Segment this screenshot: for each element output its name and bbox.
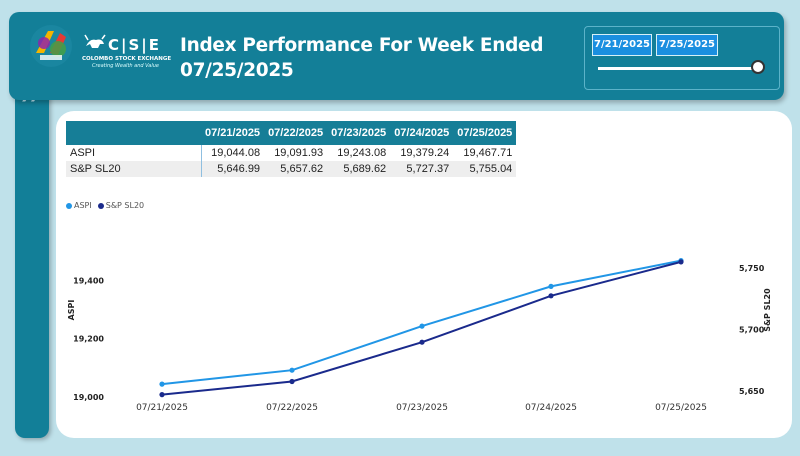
x-tick-label: 07/23/2025 [396,403,448,413]
data-point [159,381,165,387]
cse-letters: C|S|E [108,36,162,54]
data-point [419,339,425,345]
end-date-input[interactable]: 7/25/2025 [656,34,718,56]
data-point [548,283,554,289]
page-title: Index Performance For Week Ended 07/25/2… [180,33,544,83]
table-cell: 19,467.71 [463,147,513,159]
legend-dot-icon [97,202,104,209]
row-name: ASPI [66,145,202,161]
table-cell: 5,727.37 [390,161,454,177]
start-date-input[interactable]: 7/21/2025 [592,34,652,56]
table-row: ASPI 19,044.08 19,091.93 19,243.08 19,37… [66,145,516,161]
data-point [678,259,684,265]
line-chart: 19,000 19,200 19,400 5,650 5,700 5,750 ASPI S&P… [67,258,772,413]
table-cell: 19,379.24 [400,147,450,159]
data-point [159,392,165,398]
x-tick-label: 07/25/2025 [655,403,707,413]
side-panel [15,82,49,438]
y-tick-label: 19,400 [73,276,104,285]
cse-name: COLOMBO STOCK EXCHANGE [82,56,172,62]
y2-axis-title: S&P SL20 [763,288,772,332]
chart-legend: ASPI S&P SL20 [66,201,144,210]
legend-dot-icon [66,202,72,209]
x-tick-label: 07/22/2025 [266,403,318,413]
table-cell: 5,646.99 [201,161,265,177]
table-cell: 19,091.93 [274,147,324,159]
y2-tick-label: 5,650 [739,387,765,396]
row-name: S&P SL20 [66,161,202,177]
table-cell: 5,755.04 [453,161,517,177]
column-header: 07/21/2025 [201,121,265,145]
table-cell: 5,657.62 [264,161,328,177]
table-cell: 5,689.62 [327,161,391,177]
table-row: S&P SL20 5,646.99 5,657.62 5,689.62 5,72… [66,161,517,177]
anniversary-logo [30,25,72,67]
column-header [66,121,201,145]
table-cell: 19,243.08 [337,147,387,159]
y-axis-title: ASPI [67,300,76,321]
date-slider-track[interactable] [598,67,758,70]
y2-tick-label: 5,700 [739,325,765,334]
legend-item-aspi[interactable]: ASPI [66,201,92,210]
column-header: 07/22/2025 [264,121,328,145]
bull-icon [84,34,106,48]
data-point [548,293,554,299]
y-tick-label: 19,000 [73,393,104,402]
column-header: 07/25/2025 [453,121,517,145]
x-tick-label: 07/24/2025 [525,403,577,413]
legend-item-sl20[interactable]: S&P SL20 [97,201,144,210]
y-tick-label: 19,200 [73,335,104,344]
y2-tick-label: 5,750 [739,264,765,273]
data-point [289,367,295,373]
title-line-1: Index Performance For Week Ended [180,35,544,56]
series-line-aspi [161,259,682,386]
title-line-2: 07/25/2025 [180,60,294,81]
x-tick-label: 07/21/2025 [136,403,188,413]
table-header-row: 07/21/2025 07/22/2025 07/23/2025 07/24/2… [66,121,517,145]
table-cell: 19,044.08 [211,147,261,159]
column-header: 07/24/2025 [390,121,454,145]
date-slider-handle[interactable] [751,60,765,74]
data-point [419,323,425,329]
cse-tagline: Creating Wealth and Value [92,63,159,69]
column-header: 07/23/2025 [327,121,391,145]
data-point [289,378,295,385]
index-table: 07/21/2025 07/22/2025 07/23/2025 07/24/2… [66,121,517,177]
